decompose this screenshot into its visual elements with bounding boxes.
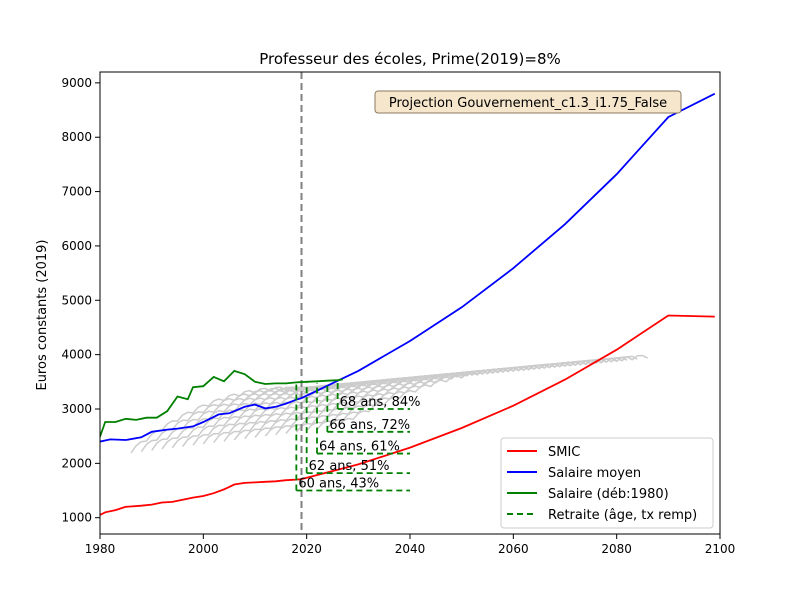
x-tick-label: 2060 xyxy=(498,542,529,556)
x-tick-label: 1980 xyxy=(85,542,116,556)
y-tick-label: 3000 xyxy=(61,402,92,416)
retirement-label: 64 ans, 61% xyxy=(319,440,400,455)
legend-label: Retraite (âge, tx remp) xyxy=(548,508,697,523)
y-tick-label: 4000 xyxy=(61,348,92,362)
y-tick-label: 6000 xyxy=(61,239,92,253)
y-axis: 1000 2000 3000 4000 5000 6000 7000 8000 9000 xyxy=(61,76,100,525)
x-tick-label: 2040 xyxy=(395,542,426,556)
retirement-label: 60 ans, 43% xyxy=(298,477,379,492)
retirement-label: 62 ans, 51% xyxy=(309,459,390,474)
annotation-text: Projection Gouvernement_c1.3_i1.75_False xyxy=(389,96,667,111)
x-tick-label: 2100 xyxy=(705,542,736,556)
x-tick-label: 2000 xyxy=(188,542,219,556)
x-tick-label: 2020 xyxy=(291,542,322,556)
chart-title: Professeur des écoles, Prime(2019)=8% xyxy=(259,50,561,68)
x-axis: 1980 2000 2020 2040 2060 2080 2100 xyxy=(85,534,736,556)
y-axis-label: Euros constants (2019) xyxy=(35,239,50,390)
legend-label: SMIC xyxy=(548,445,580,460)
x-tick-label: 2080 xyxy=(601,542,632,556)
legend-label: Salaire moyen xyxy=(548,466,641,481)
retirement-label: 66 ans, 72% xyxy=(329,418,410,433)
y-tick-label: 2000 xyxy=(61,456,92,470)
y-tick-label: 8000 xyxy=(61,130,92,144)
legend: SMIC Salaire moyen Salaire (déb:1980) Retra… xyxy=(500,437,714,529)
series-lines xyxy=(100,92,716,516)
retirement-marks: 60 ans, 43% 62 ans, 51% 64 ans, 61% 66 ans,… xyxy=(295,382,421,492)
y-tick-label: 7000 xyxy=(61,185,92,199)
annotation-box: Projection Gouvernement_c1.3_i1.75_False xyxy=(374,90,682,114)
y-tick-label: 9000 xyxy=(61,76,92,90)
series-line-salaire-d-b-1980- xyxy=(100,369,343,438)
background-career-line xyxy=(337,354,649,428)
y-tick-label: 1000 xyxy=(61,511,92,525)
retirement-label: 68 ans, 84% xyxy=(340,395,421,410)
background-career-line xyxy=(326,355,638,429)
series-line-smic xyxy=(100,314,715,516)
legend-label: Salaire (déb:1980) xyxy=(548,487,669,502)
series-line-salaire-moyen xyxy=(100,92,716,443)
y-tick-label: 5000 xyxy=(61,293,92,307)
